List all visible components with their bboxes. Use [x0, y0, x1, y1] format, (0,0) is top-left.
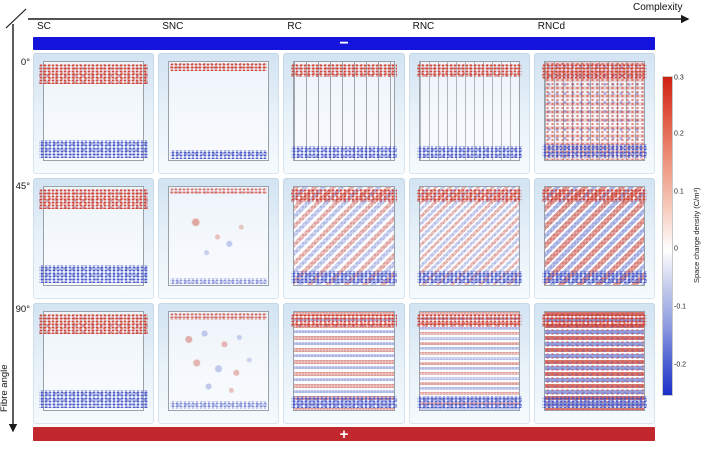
simulation-box	[168, 186, 270, 286]
colorbar-tick: 0.3	[674, 74, 684, 82]
colorbar	[662, 76, 673, 396]
simulation-box	[291, 186, 397, 286]
simulation-box	[416, 311, 523, 411]
simulation-box	[38, 61, 149, 161]
column-header-rncd: RNCd	[537, 21, 566, 32]
panel-sc-0deg	[33, 53, 155, 174]
row-label-45deg: 45°	[15, 181, 30, 192]
panel-rc-0deg	[283, 53, 405, 174]
column-headers: SC SNC RC RNC RNCd	[33, 21, 655, 32]
column-header-sc: SC	[37, 21, 51, 32]
colorbar-tick: 0.1	[674, 188, 684, 196]
panel-snc-90deg	[158, 303, 280, 424]
negative-electrode-symbol: −	[339, 34, 349, 52]
bottom-electrode-bar: +	[33, 425, 655, 443]
panel-rncd-45deg	[533, 178, 655, 299]
panel-snc-0deg	[158, 53, 280, 174]
panel-rnc-0deg	[408, 53, 530, 174]
simulation-box	[168, 311, 270, 411]
fibre-angle-axis-label: Fibre angle	[0, 364, 10, 412]
panel-rncd-0deg	[533, 53, 655, 174]
panel-grid	[33, 53, 655, 424]
panel-rc-45deg	[283, 178, 405, 299]
row-label-90deg: 90°	[15, 304, 30, 315]
colorbar-tick: -0.1	[674, 303, 687, 311]
colorbar-ticks: 0.3 0.2 0.1 0 -0.1 -0.2	[674, 74, 698, 394]
panel-rnc-90deg	[408, 303, 530, 424]
simulation-box	[416, 186, 523, 286]
simulation-box	[168, 61, 270, 161]
simulation-box	[291, 311, 397, 411]
simulation-box	[541, 61, 648, 161]
column-header-rnc: RNC	[412, 21, 435, 32]
colorbar-label: Space charge density (C/m³)	[692, 187, 701, 283]
column-header-rc: RC	[287, 21, 302, 32]
colorbar-tick: 0.2	[674, 130, 684, 138]
simulation-box	[541, 311, 648, 411]
simulation-box	[541, 186, 648, 286]
simulation-box	[291, 61, 397, 161]
panel-sc-90deg	[33, 303, 155, 424]
simulation-box	[416, 61, 523, 161]
column-header-snc: SNC	[162, 21, 184, 32]
top-electrode-bar: −	[33, 34, 655, 52]
panel-rncd-90deg	[533, 303, 655, 424]
panel-snc-45deg	[158, 178, 280, 299]
simulation-box	[38, 186, 149, 286]
colorbar-tick: 0	[674, 245, 678, 253]
panel-rnc-45deg	[408, 178, 530, 299]
panel-rc-90deg	[283, 303, 405, 424]
simulation-box	[38, 311, 149, 411]
axis-origin-diagonal	[5, 8, 27, 29]
positive-electrode-symbol: +	[339, 425, 349, 443]
complexity-axis-label: Complexity	[633, 2, 683, 13]
row-label-0deg: 0°	[20, 57, 30, 68]
panel-sc-45deg	[33, 178, 155, 299]
colorbar-tick: -0.2	[674, 361, 687, 369]
